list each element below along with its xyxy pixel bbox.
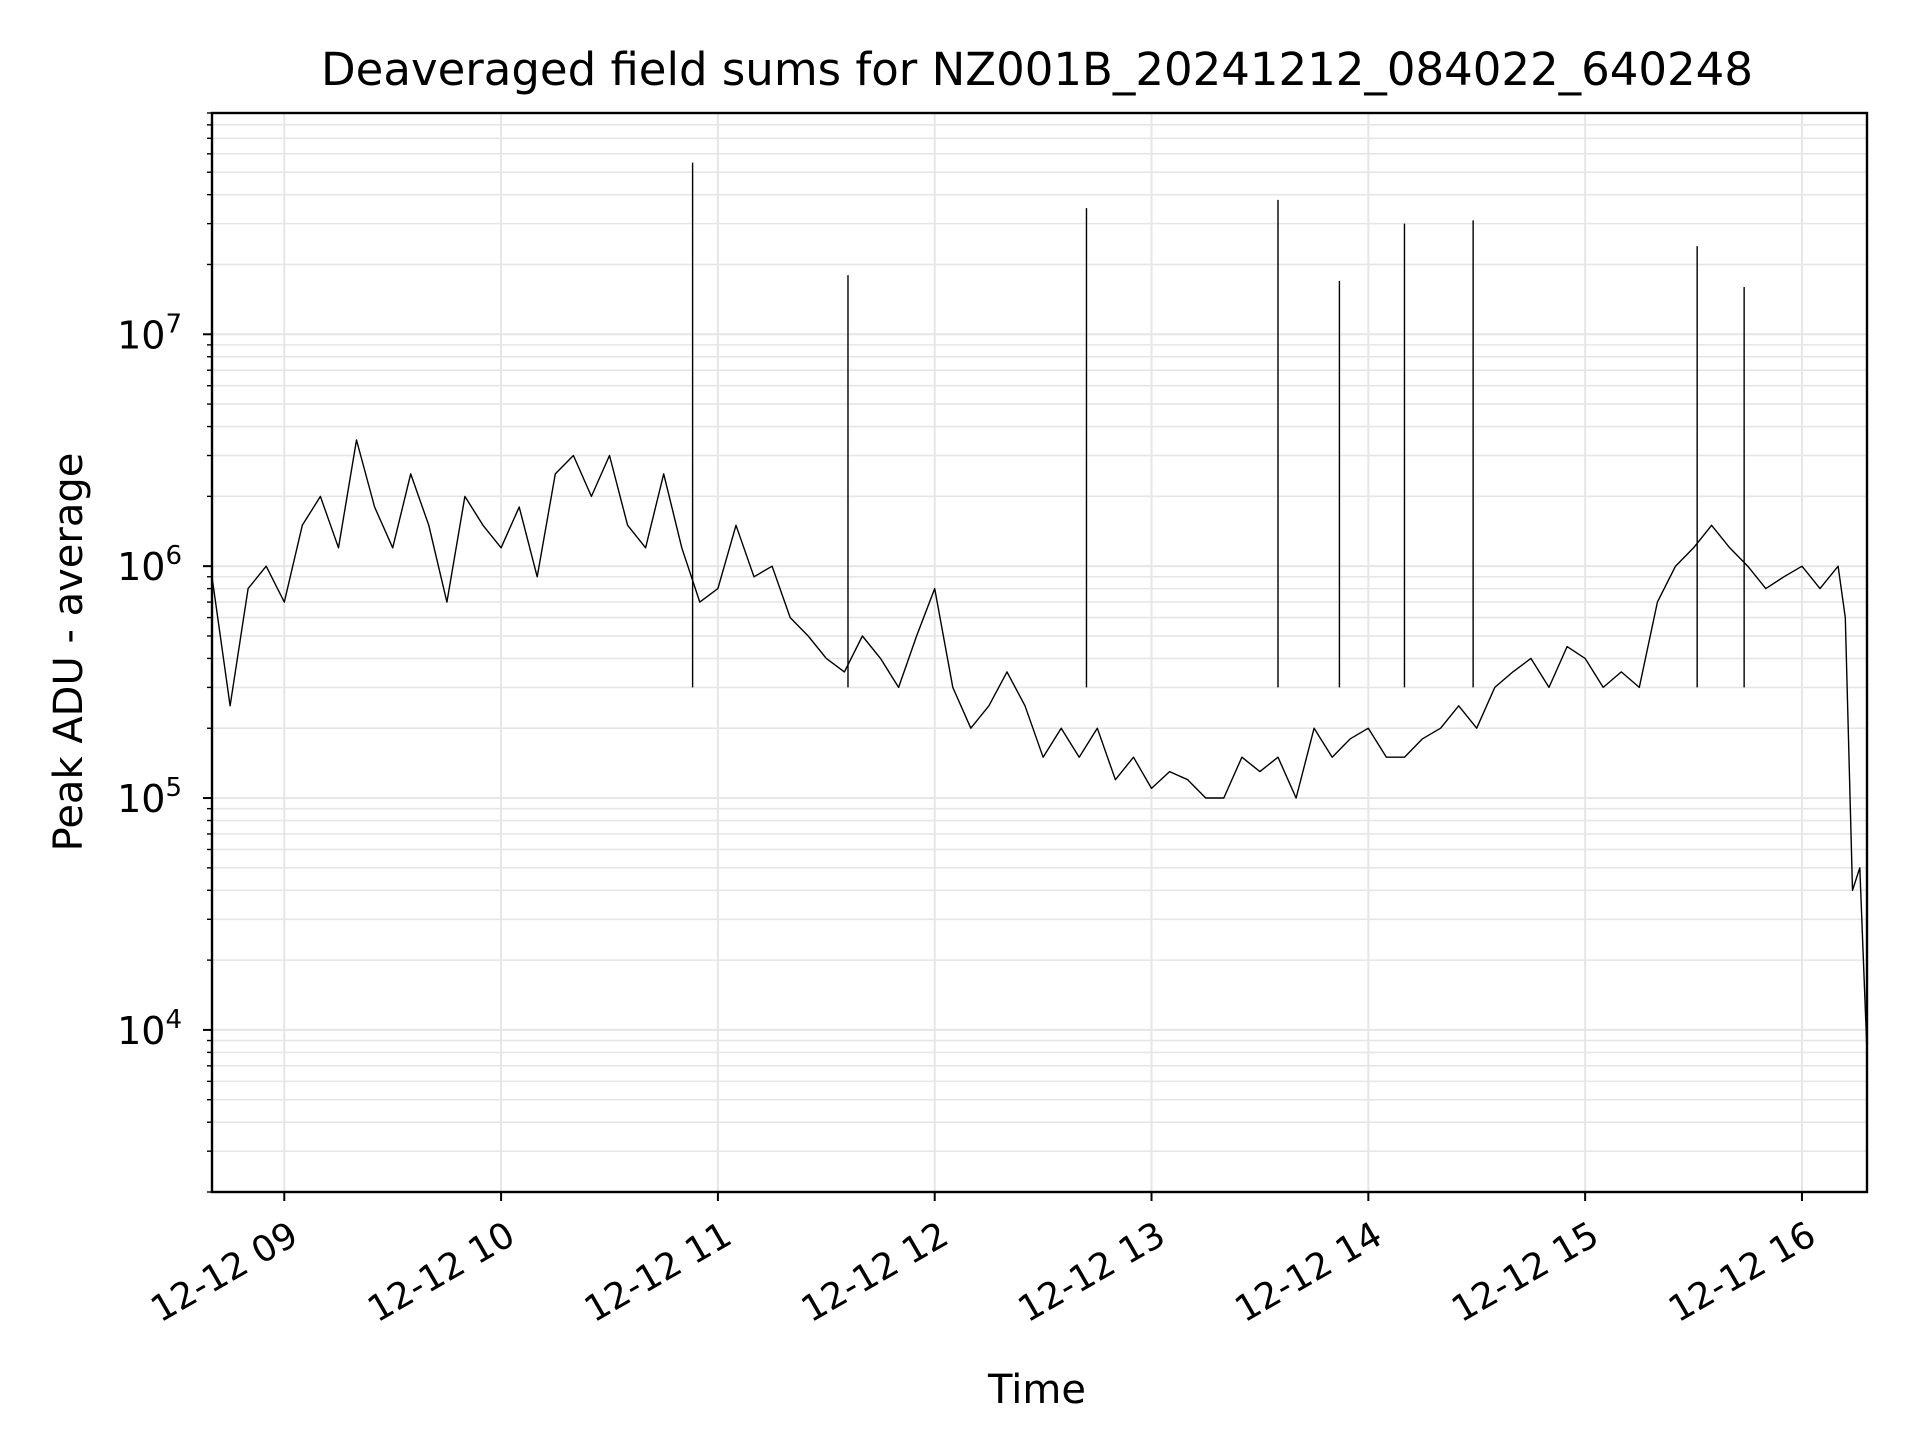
y-tick-label: 105 (117, 773, 182, 821)
plot-frame (210, 111, 1869, 1194)
data-series-line (211, 439, 1868, 1053)
y-axis-label: Peak ADU - average (46, 453, 92, 852)
line-layer (211, 162, 1868, 1053)
y-tick-label: 104 (117, 1005, 182, 1053)
axes-layer (210, 111, 1869, 1194)
y-tick-label: 106 (117, 541, 182, 589)
x-axis-label: Time (987, 1367, 1086, 1413)
chart-title: Deaveraged field sums for NZ001B_2024121… (321, 43, 1753, 96)
y-tick-label: 107 (117, 309, 182, 357)
